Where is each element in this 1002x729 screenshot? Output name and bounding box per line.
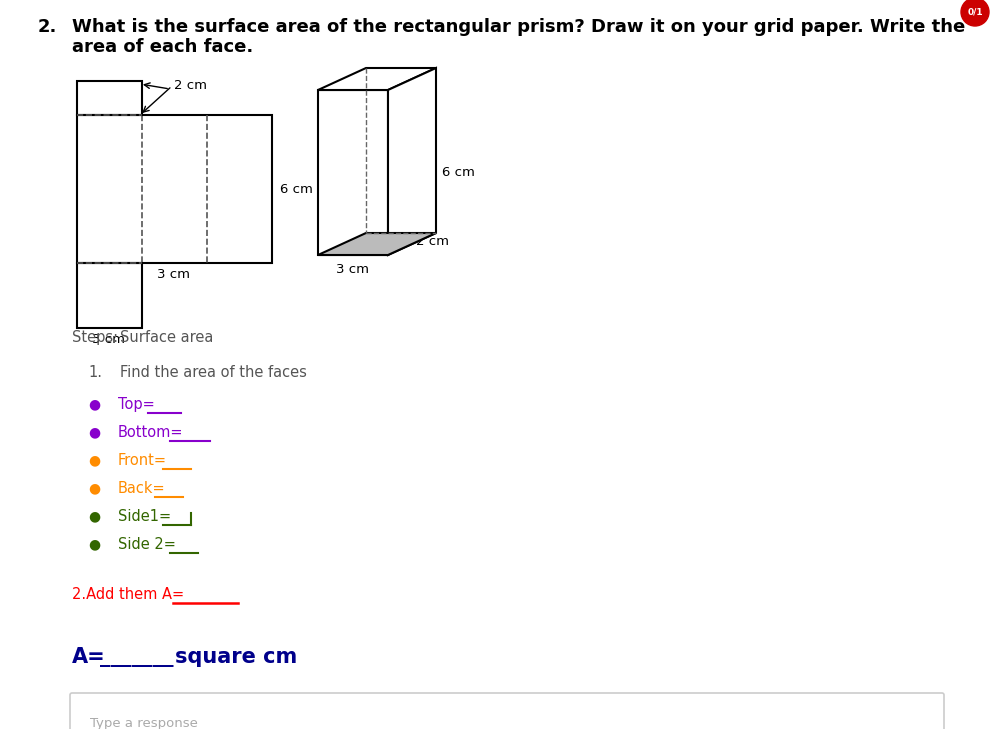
Text: square cm: square cm xyxy=(175,647,298,667)
Circle shape xyxy=(961,0,989,26)
Text: _______: _______ xyxy=(100,647,173,667)
Text: ●: ● xyxy=(88,425,100,439)
FancyBboxPatch shape xyxy=(70,693,944,729)
Text: Side 2=: Side 2= xyxy=(118,537,176,552)
Text: ●: ● xyxy=(88,453,100,467)
Text: Back=: Back= xyxy=(118,481,165,496)
Text: 3 cm: 3 cm xyxy=(92,333,125,346)
Polygon shape xyxy=(318,90,388,255)
Text: 6 cm: 6 cm xyxy=(280,182,313,195)
Text: 3 cm: 3 cm xyxy=(157,268,190,281)
Text: 2.: 2. xyxy=(38,18,57,36)
Text: Find the area of the faces: Find the area of the faces xyxy=(120,365,307,380)
Polygon shape xyxy=(388,68,436,255)
Polygon shape xyxy=(318,68,436,90)
Text: Steps:: Steps: xyxy=(72,330,123,345)
Text: Bottom=: Bottom= xyxy=(118,425,183,440)
Text: A=: A= xyxy=(72,647,106,667)
Text: Top=: Top= xyxy=(118,397,154,412)
Text: 1.: 1. xyxy=(88,365,102,380)
Text: ●: ● xyxy=(88,537,100,551)
Text: ●: ● xyxy=(88,509,100,523)
Text: Type a response: Type a response xyxy=(90,717,197,729)
Text: Surface area: Surface area xyxy=(120,330,213,345)
Text: 0/1: 0/1 xyxy=(967,7,983,17)
Text: area of each face.: area of each face. xyxy=(72,38,254,56)
Text: 6 cm: 6 cm xyxy=(442,165,475,179)
Text: What is the surface area of the rectangular prism? Draw it on your grid paper. W: What is the surface area of the rectangu… xyxy=(72,18,965,36)
Text: 2 cm: 2 cm xyxy=(416,235,449,248)
Text: ●: ● xyxy=(88,481,100,495)
Text: ●: ● xyxy=(88,397,100,411)
Text: 3 cm: 3 cm xyxy=(337,263,370,276)
Polygon shape xyxy=(318,233,436,255)
Text: 2.Add them A=: 2.Add them A= xyxy=(72,587,184,602)
Text: Side1=: Side1= xyxy=(118,509,171,524)
Text: 2 cm: 2 cm xyxy=(174,79,207,92)
Text: Front=: Front= xyxy=(118,453,167,468)
